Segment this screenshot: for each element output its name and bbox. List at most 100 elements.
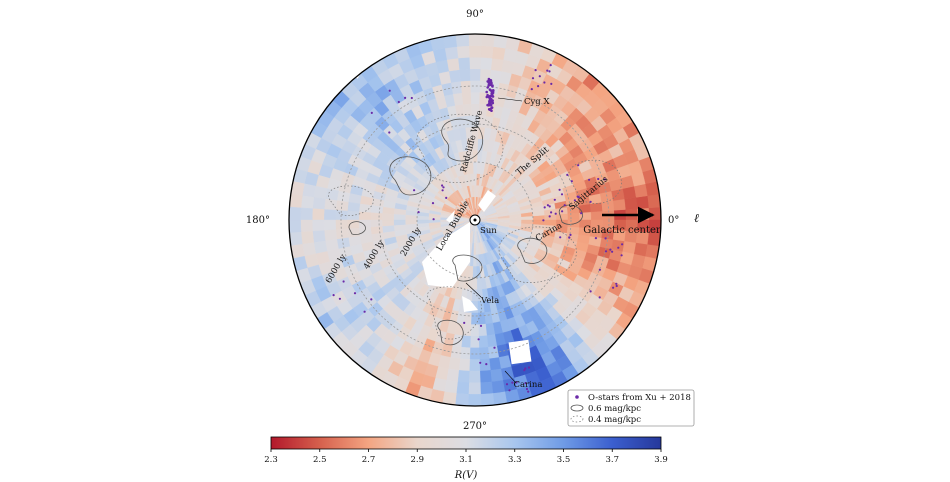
colorbar-tick-label: 3.5 [557,455,571,465]
heatmap-cell [468,45,482,58]
o-star-point [488,88,492,91]
heatmap-cell [452,334,464,348]
angle-label-90: 90° [466,9,484,20]
heatmap-cell [468,382,482,395]
heatmap-cell [480,34,495,47]
o-star-point [525,387,529,391]
heatmap-cell [325,188,339,201]
legend: O-stars from Xu + 2018 0.6 mag/kpc 0.4 m… [567,389,695,427]
heatmap-cell [313,185,328,200]
o-star-markers [332,64,624,393]
o-star-point [550,211,553,214]
heatmap-cell [448,357,461,371]
o-star-point [441,189,444,192]
o-star-point [609,248,612,251]
o-star-point [534,69,537,72]
heatmap-cell [347,201,361,213]
heatmap-cell [381,213,395,221]
heatmap-cell [612,198,626,211]
heatmap-cell [479,358,492,372]
heatmap-cell [480,57,493,70]
o-star-point [573,199,577,202]
o-star-point [569,233,572,236]
o-star-point [531,77,535,80]
heatmap-cell [469,359,481,372]
heatmap-cell [478,91,489,105]
heatmap-cell [490,57,504,72]
heatmap-cell [462,103,472,117]
o-star-point [490,90,494,93]
heatmap-cell [635,195,650,209]
o-star-point [576,195,579,198]
o-star-point [621,243,624,246]
o-star-point [342,280,345,283]
o-star-point [488,102,491,105]
o-star-point [486,93,489,97]
heatmap-cell [611,239,625,252]
heatmap-cell [491,380,506,394]
o-star-point [479,324,483,327]
heatmap-cell [358,211,371,221]
colorbar: 2.3 2.5 2.7 2.9 3.1 3.3 3.5 3.7 3.9 R(V) [264,436,668,481]
heatmap-cell [289,219,302,234]
o-star-point [332,294,335,297]
colorbar-tick-label: 2.5 [313,455,327,465]
o-star-point [543,206,546,209]
o-star-point [338,297,341,300]
heatmap-cell [323,209,337,221]
o-star-point [598,268,602,271]
heatmap-cell [416,215,429,221]
o-star-point [388,131,391,134]
o-star-point [490,81,493,85]
heatmap-cell [470,91,480,105]
o-star-point [489,103,493,107]
o-star-point [524,382,527,385]
o-star-point [515,381,518,384]
o-star-point [523,369,526,372]
o-star-point [598,296,601,299]
colorbar-ramp [270,436,662,450]
o-star-point [548,70,551,73]
o-star-point [611,250,614,253]
o-star-point [508,389,511,392]
legend-label-ostars: O-stars from Xu + 2018 [588,393,691,403]
o-star-point [490,106,494,109]
heatmap-cell [324,229,338,242]
o-star-point [577,164,580,167]
angle-label-0: 0° [668,215,679,226]
heatmap-cell [462,323,472,337]
dust-contours [348,118,584,346]
o-star-point [530,88,533,91]
heatmap-cell [480,370,493,383]
sun-marker [469,214,481,226]
heatmap-cell [555,213,569,221]
o-star-point [527,390,530,393]
heatmap-cell [491,46,506,60]
o-star-point [493,346,496,349]
cyg-x-leader [497,97,523,102]
heatmap-cell [289,206,302,221]
colorbar-tick-label: 2.3 [264,455,278,465]
heatmap-cell [335,228,349,240]
o-star-point [603,178,607,181]
o-star-point [538,75,541,78]
o-star-point [566,173,569,176]
o-star-point [488,96,492,99]
o-star-point [550,82,553,85]
heatmap-cell [469,57,481,70]
distance-rings [340,85,610,355]
heatmap-cell [470,324,480,337]
heatmap-cell [458,358,471,372]
o-star-point [505,383,509,386]
heatmap-cell [358,219,371,229]
heatmap-cell [300,207,313,221]
heatmap-cell [472,277,478,290]
o-star-point [485,363,488,366]
heatmap-cell [460,346,471,360]
o-star-point [511,381,514,384]
o-star-point [404,96,407,99]
o-star-point [537,85,540,88]
o-star-point [487,83,491,87]
heatmap-cell [566,226,580,235]
region-label-sun: Sun [480,226,497,236]
